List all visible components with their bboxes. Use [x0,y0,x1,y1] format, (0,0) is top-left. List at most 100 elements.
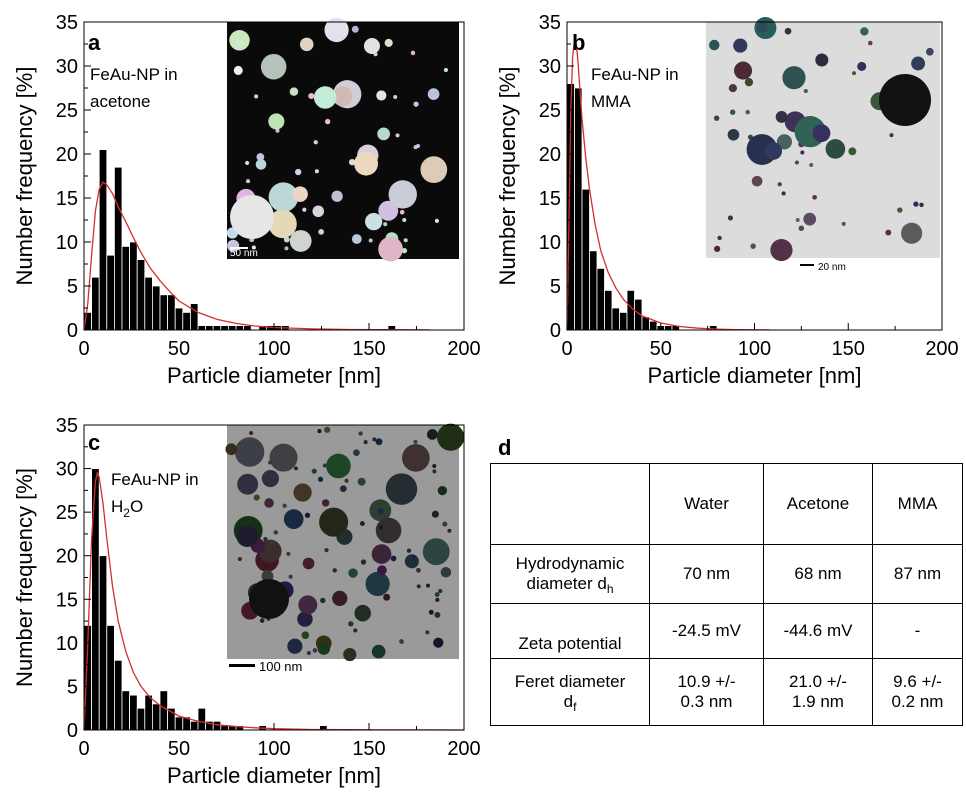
nanoparticle-mark [304,512,311,518]
y-tick-label: 25 [539,100,561,122]
nanoparticle-mark [314,169,319,174]
x-tick-label: 50 [168,738,190,760]
nanoparticle-mark [353,628,358,633]
nanoparticle-mark [377,127,391,141]
nanoparticle-mark [913,201,919,207]
nanoparticle-mark [289,230,312,252]
y-tick-label: 10 [539,232,561,254]
nanoparticle-mark [416,584,421,589]
cell-zeta-water: -24.5 mV [649,603,764,659]
nanoparticle-mark [841,221,846,226]
nanoparticle-mark [410,50,416,56]
nanoparticle-mark [401,248,408,254]
nanoparticle-mark [434,592,440,597]
histogram-bar [619,311,628,331]
nanoparticle-mark [299,37,314,52]
y-tick-label: 15 [56,188,78,210]
nanoparticle-mark [354,604,371,622]
x-tick-label: 0 [561,338,572,360]
h2o-subscript: 2 [123,506,130,520]
nanoparticle-mark [302,207,307,212]
nanoparticle-mark [897,207,903,213]
table-row-hydrodynamic: Hydrodynamic diameter dh 70 nm 68 nm 87 … [490,544,963,604]
histogram-panel-a: 50 nm 0 5 10 15 20 25 30 35 0 50 100 150 200 Particle … [12,12,481,388]
nanoparticle-mark [282,503,287,509]
y-tick-label: 25 [56,502,78,524]
histogram-bar [106,254,115,331]
nanoparticle-mark [324,426,331,433]
histogram-bar [167,294,176,331]
scale-bar-label: 20 nm [818,262,846,273]
nanoparticle-mark [440,567,452,578]
panel-letter-d: d [498,435,512,460]
histogram-bar [136,707,146,731]
nanoparticle-mark [416,567,421,573]
nanoparticle-mark [317,642,331,655]
nanoparticle-mark [784,27,792,35]
nanoparticle-mark [332,590,348,606]
sample-annotation-line1: FeAu-NP in [111,470,199,489]
nanoparticle-mark [288,574,293,579]
header-acetone: Acetone [763,463,873,545]
y-tick-label: 10 [56,633,78,655]
nanoparticle-mark [428,609,434,615]
y-tick-label: 15 [539,188,561,210]
nanoparticle-mark [413,101,419,107]
y-tick-label: 30 [539,56,561,78]
header-mma: MMA [872,463,963,545]
cell-zeta-acetone: -44.6 mV [763,603,873,659]
nanoparticle-mark [283,509,304,529]
nanoparticle-mark [293,466,298,471]
table-corner-cell [490,463,650,545]
scale-bar [230,247,248,249]
histogram-bar [574,87,583,331]
nanoparticle-mark [289,87,299,96]
y-tick-label: 0 [67,320,78,342]
nanoparticle-mark [393,94,398,99]
nanoparticle-mark [234,39,244,49]
nanoparticle-mark [825,139,846,159]
histogram-bar [589,250,598,331]
nanoparticle-mark [312,648,318,653]
nanoparticle-mark [433,637,444,648]
nanoparticle-mark [413,439,418,444]
nanoparticle-mark [803,212,817,226]
nanoparticle-mark [263,537,268,542]
row-label-hydrodynamic-line1: Hydrodynamic [515,554,625,573]
nanoparticle-mark [727,215,734,221]
nanoparticle-mark [384,38,393,47]
nanoparticle-mark [268,460,273,465]
nanoparticle-mark [264,498,274,508]
nanoparticle-mark [324,548,329,553]
histogram-bar [151,703,161,731]
nanoparticle-mark [259,618,265,623]
y-tick-label: 20 [539,144,561,166]
nanoparticle-mark [311,468,317,474]
histogram-bar [136,259,146,331]
nanoparticle-mark [375,438,383,446]
nanoparticle-mark [402,444,430,472]
nanoparticle-mark [348,621,354,627]
nanoparticle-mark [237,473,259,495]
scale-bar [800,264,814,266]
nanoparticle-mark [377,507,384,515]
nanoparticle-mark [284,246,289,251]
histogram-bar [91,468,100,731]
nanoparticle-mark [413,145,418,150]
scale-bar-label: 50 nm [230,248,258,259]
nanoparticle-mark [312,205,325,218]
nanoparticle-mark [812,124,831,143]
nanoparticle-mark [388,180,417,209]
histogram-bar [664,325,673,331]
nanoparticle-mark [256,153,265,161]
nanoparticle-mark [298,595,318,615]
nanoparticle-mark [729,109,736,115]
histogram-panel-b: 20 nm 0 5 10 15 20 25 30 35 0 50 100 150 200 Particle … [495,12,959,388]
histogram-bar [189,303,199,331]
sample-annotation-line1: FeAu-NP in [90,65,178,84]
y-tick-label: 25 [56,100,78,122]
nanoparticle-mark [322,463,327,468]
nanoparticle-mark [255,159,267,170]
histogram-bar [114,659,123,731]
h2o-h: H [111,497,123,516]
